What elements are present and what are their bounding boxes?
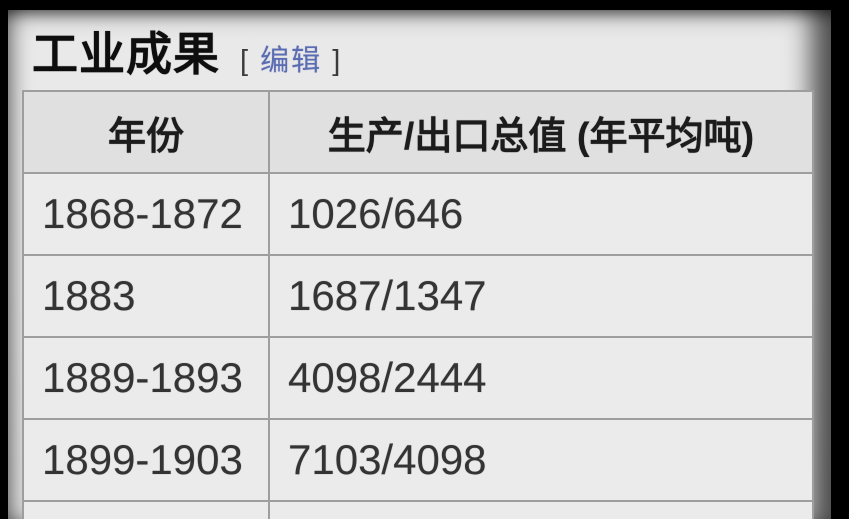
cell-value: 13469/9463 xyxy=(268,500,814,519)
table-row: 1899-1903 7103/4098 xyxy=(22,418,814,502)
article-section: 工业成果 [ 编辑 ] 年份 生产/出口总值 (年平均吨) 1868-1872 … xyxy=(8,10,831,519)
table-header-row: 年份 生产/出口总值 (年平均吨) xyxy=(22,90,814,174)
edit-link-brackets: [ 编辑 ] xyxy=(240,37,342,79)
header-value: 生产/出口总值 (年平均吨) xyxy=(268,90,814,174)
edit-link[interactable]: 编辑 xyxy=(260,45,323,77)
cell-year: 1883 xyxy=(22,254,270,338)
edit-bracket-open: [ xyxy=(240,45,251,77)
section-heading: 工业成果 [ 编辑 ] xyxy=(32,18,342,84)
table-row: 1868-1872 1026/646 xyxy=(22,172,814,256)
table-row: 1889-1893 4098/2444 xyxy=(22,336,814,420)
cell-year: 1889-1893 xyxy=(22,336,270,420)
cell-value: 4098/2444 xyxy=(268,336,814,420)
cell-value: 1687/1347 xyxy=(268,254,814,338)
industry-results-table: 年份 生产/出口总值 (年平均吨) 1868-1872 1026/646 188… xyxy=(22,90,814,519)
cell-value: 1026/646 xyxy=(268,172,814,256)
cell-year: 1909-1914 xyxy=(22,500,270,519)
cell-year: 1868-1872 xyxy=(22,172,270,256)
edit-bracket-close: ] xyxy=(332,45,343,77)
section-title: 工业成果 xyxy=(32,28,220,80)
table-row: 1909-1914 13469/9463 xyxy=(22,500,814,519)
header-year: 年份 xyxy=(22,90,270,174)
cell-value: 7103/4098 xyxy=(268,418,814,502)
table-row: 1883 1687/1347 xyxy=(22,254,814,338)
cell-year: 1899-1903 xyxy=(22,418,270,502)
